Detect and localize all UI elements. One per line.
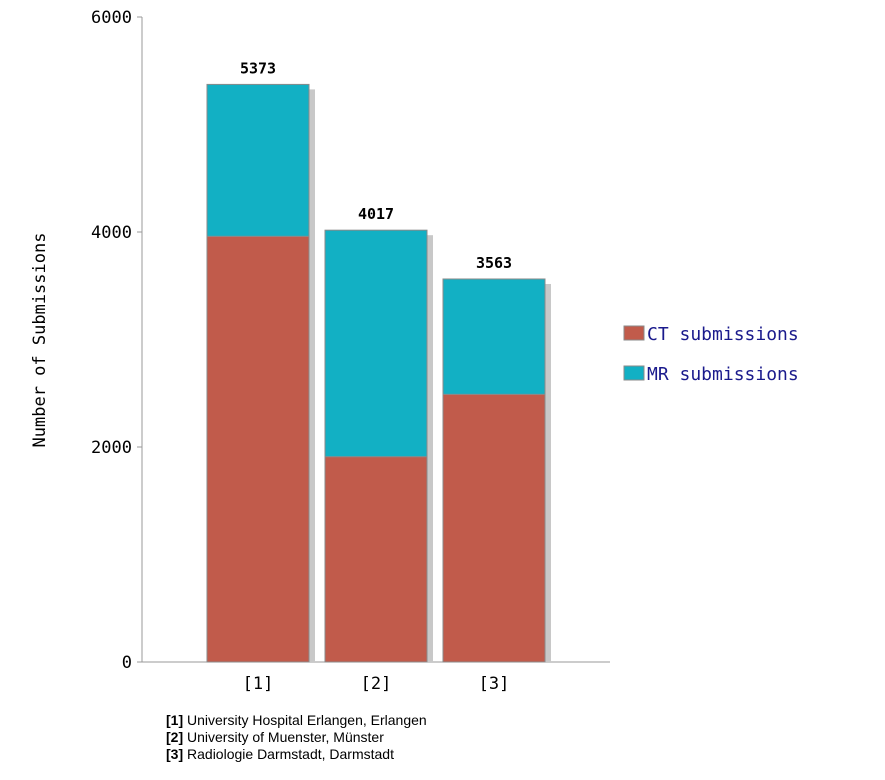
footnote-1: [1] University Hospital Erlangen, Erlang…: [166, 712, 427, 729]
legend: CT submissions MR submissions: [623, 324, 799, 385]
footnote-2: [2] University of Muenster, Münster: [166, 729, 427, 746]
legend-swatch: [623, 365, 645, 381]
footnote-text: University Hospital Erlangen, Erlangen: [183, 712, 427, 728]
y-axis-label: Number of Submissions: [30, 233, 50, 448]
bar-total-label: 4017: [358, 205, 394, 223]
x-tick-label: [2]: [361, 674, 392, 694]
legend-swatch: [623, 325, 645, 341]
y-tick-label: 4000: [91, 223, 132, 243]
x-axis: [1] [2] [3]: [142, 661, 610, 694]
bar-segment-ct: [206, 235, 310, 663]
y-tick-label: 2000: [91, 438, 132, 458]
x-tick-label: [1]: [243, 674, 274, 694]
bar-segment-ct: [442, 393, 546, 663]
bars: 5373 4017 3563: [206, 59, 551, 663]
legend-label: MR submissions: [647, 364, 799, 385]
y-tick-label: 0: [122, 653, 132, 673]
y-tick-label: 6000: [91, 8, 132, 28]
bar-segment-mr: [324, 229, 428, 458]
bar-segment-ct: [324, 456, 428, 663]
footnote-text: University of Muenster, Münster: [183, 729, 384, 745]
footnote-key: [2]: [166, 729, 184, 745]
x-tick-label: [3]: [479, 674, 510, 694]
footnotes: [1] University Hospital Erlangen, Erlang…: [166, 712, 427, 763]
bar-total-label: 5373: [240, 59, 276, 77]
footnote-3: [3] Radiologie Darmstadt, Darmstadt: [166, 746, 427, 763]
footnote-key: [3]: [166, 746, 184, 762]
footnote-key: [1]: [166, 712, 184, 728]
footnote-text: Radiologie Darmstadt, Darmstadt: [183, 746, 394, 762]
bar-total-label: 3563: [476, 254, 512, 272]
legend-label: CT submissions: [647, 324, 799, 345]
bar-segment-mr: [206, 83, 310, 237]
bar-segment-mr: [442, 278, 546, 395]
y-axis: 0 2000 4000 6000: [91, 8, 143, 673]
